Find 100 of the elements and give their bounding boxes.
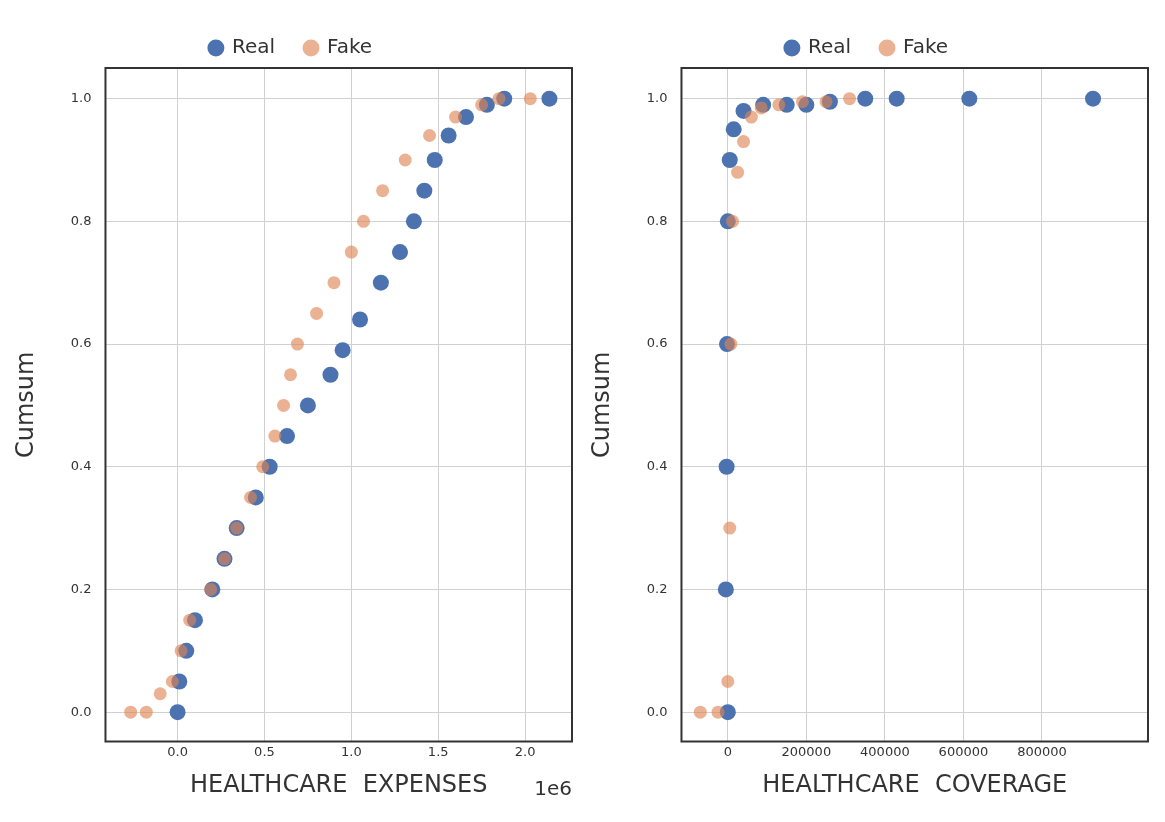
point <box>843 92 857 106</box>
y-tick-label: 0.2 <box>646 580 668 596</box>
point <box>391 244 408 261</box>
y-tick-label: 0.6 <box>646 335 668 351</box>
point <box>737 135 751 149</box>
x-tick-label: 200000 <box>781 743 832 759</box>
point <box>798 96 815 113</box>
legend-label: Fake <box>903 34 949 59</box>
y-tick-label: 0.4 <box>70 458 92 474</box>
point <box>372 274 389 291</box>
point <box>277 398 291 412</box>
point <box>719 213 736 230</box>
x-tick-label: 0.0 <box>167 743 188 759</box>
point <box>357 214 370 228</box>
point <box>322 366 339 383</box>
point <box>711 705 725 719</box>
x-tick-label: 0.5 <box>254 743 275 759</box>
point <box>857 90 874 107</box>
point <box>174 644 188 658</box>
point <box>888 90 905 107</box>
point <box>717 581 734 598</box>
point <box>352 311 369 328</box>
point <box>405 213 422 230</box>
y-axis-title: Cumsum <box>586 351 615 459</box>
point <box>284 368 298 382</box>
point <box>735 102 752 119</box>
point <box>496 90 513 107</box>
x-tick-label: 2.0 <box>514 743 536 759</box>
point <box>178 642 195 659</box>
point <box>256 460 270 474</box>
x-tick-label: 600000 <box>938 743 989 759</box>
point <box>1085 90 1102 107</box>
point <box>290 337 304 351</box>
point <box>523 92 537 106</box>
x-tick-label: 400000 <box>860 743 910 759</box>
point <box>458 109 475 126</box>
point <box>721 674 735 688</box>
point <box>819 95 833 109</box>
point <box>334 342 351 359</box>
point <box>247 489 264 506</box>
point <box>726 214 740 228</box>
point <box>327 276 341 290</box>
point <box>744 110 758 124</box>
point <box>755 96 772 113</box>
point <box>719 336 736 353</box>
point <box>376 184 390 198</box>
point <box>478 96 495 113</box>
x-axis-title: HEALTHCARE EXPENSES <box>189 769 488 798</box>
x-tick-label: 1.5 <box>427 743 449 759</box>
text: 1e6 <box>534 775 572 800</box>
legend-label: Real <box>807 34 852 59</box>
point <box>693 705 707 719</box>
y-tick-label: 0.6 <box>70 335 92 351</box>
x-tick-label: 800000 <box>1017 743 1067 759</box>
point <box>821 93 838 110</box>
point <box>139 705 153 719</box>
point <box>169 704 186 721</box>
point <box>961 90 978 107</box>
point <box>423 128 437 142</box>
y-tick-label: 1.0 <box>70 90 92 106</box>
point <box>183 613 197 627</box>
x-axis-title: HEALTHCARE COVERAGE <box>762 769 1068 798</box>
point <box>244 490 258 504</box>
point <box>299 397 316 414</box>
point <box>153 687 167 701</box>
point <box>310 306 324 320</box>
point <box>778 96 795 113</box>
point <box>344 245 358 259</box>
legend-label: Fake <box>327 34 373 59</box>
point <box>731 165 745 179</box>
point <box>725 121 742 138</box>
y-tick-label: 1.0 <box>646 90 668 106</box>
point <box>541 90 558 107</box>
point <box>398 153 412 167</box>
y-tick-label: 0.2 <box>70 580 92 596</box>
x-tick-label: 1.0 <box>340 743 362 759</box>
point <box>492 92 506 106</box>
point <box>449 110 463 124</box>
point <box>165 674 179 688</box>
point <box>721 152 738 169</box>
point <box>772 98 786 112</box>
point <box>754 101 768 115</box>
y-axis-title: Cumsum <box>10 351 39 459</box>
point <box>171 673 188 690</box>
y-tick-label: 0.0 <box>646 703 668 719</box>
point <box>124 705 138 719</box>
point <box>416 182 433 199</box>
y-tick-label: 0.8 <box>646 212 668 228</box>
y-tick-label: 0.8 <box>70 212 92 228</box>
point <box>795 95 809 109</box>
legend-label: Real <box>231 34 276 59</box>
point <box>475 98 489 112</box>
point <box>718 458 735 475</box>
y-tick-label: 0.4 <box>646 458 668 474</box>
point <box>261 458 278 475</box>
point <box>724 337 738 351</box>
x-tick-label: 0 <box>723 743 732 759</box>
point <box>279 428 296 445</box>
y-tick-label: 0.0 <box>70 703 92 719</box>
point <box>723 521 737 535</box>
